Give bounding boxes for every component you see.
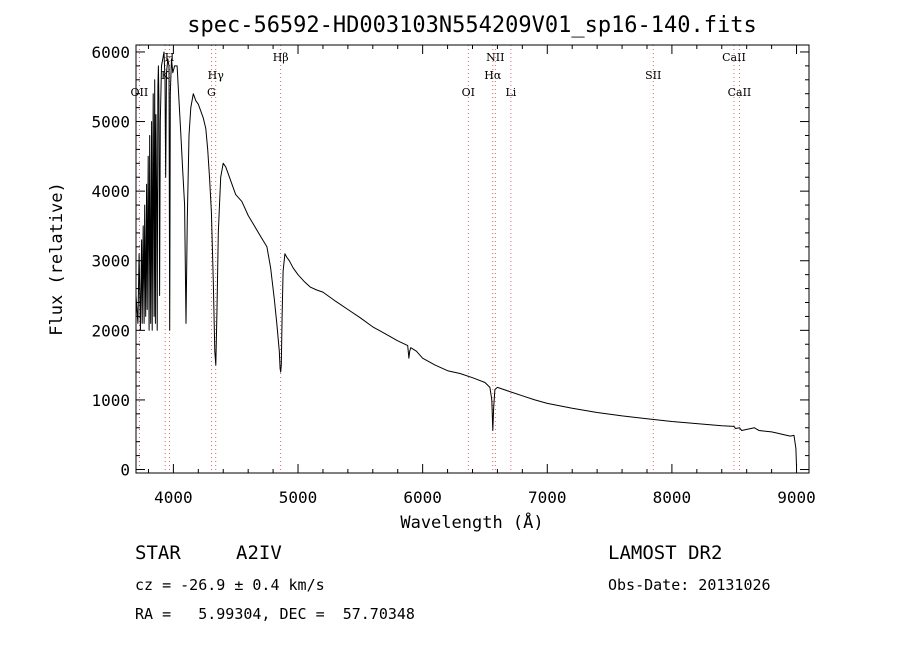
y-tick-label-3000: 3000 (91, 252, 130, 271)
survey-name: LAMOST DR2 (608, 542, 723, 564)
plot-frame (135, 44, 810, 474)
observation-date: Obs-Date: 20131026 (608, 576, 771, 594)
y-tick-label-5000: 5000 (91, 113, 130, 132)
redshift-cz: cz = -26.9 ± 0.4 km/s (135, 576, 325, 594)
y-tick-label-0: 0 (120, 461, 130, 480)
x-tick-label-7000: 7000 (528, 488, 567, 507)
line-label-3: Hγ (208, 69, 225, 82)
line-label-0: OII (131, 86, 149, 99)
x-axis-label: Wavelength (Å) (400, 511, 543, 533)
spectral-class: A2IV (236, 542, 282, 564)
line-label-2: H (165, 51, 175, 64)
line-label-11: CaII (722, 51, 746, 64)
line-label-6: OI (462, 86, 475, 99)
line-label-12: CaII (728, 86, 752, 99)
line-label-8: Hα (484, 69, 502, 82)
x-tick-label-6000: 6000 (403, 488, 442, 507)
object-type: STAR (135, 542, 181, 564)
line-label-5: Hβ (273, 51, 289, 64)
spectrum-line-0 (135, 51, 797, 467)
y-tick-label-4000: 4000 (91, 182, 130, 201)
x-axis: 4000 5000 6000 7000 8000 9000 (147, 45, 816, 507)
y-axis-label: Flux (relative) (47, 182, 67, 336)
y-tick-label-2000: 2000 (91, 321, 130, 340)
x-tick-label-5000: 5000 (279, 488, 318, 507)
coordinates: RA = 5.99304, DEC = 57.70348 (135, 605, 415, 623)
line-label-7: NII (486, 51, 504, 64)
y-tick-label-6000: 6000 (91, 43, 130, 62)
line-label-1: K (161, 69, 170, 82)
y-tick-label-1000: 1000 (91, 391, 130, 410)
chart-title: spec-56592-HD003103N554209V01_sp16-140.f… (187, 13, 757, 38)
line-label-10: SII (645, 69, 661, 82)
line-label-9: Li (505, 86, 516, 99)
x-tick-label-8000: 8000 (653, 488, 692, 507)
spectrum-series (135, 51, 797, 467)
line-label-4: G (207, 86, 216, 99)
x-tick-label-9000: 9000 (777, 488, 816, 507)
x-tick-label-4000: 4000 (154, 488, 193, 507)
y-axis: 0 1000 2000 3000 4000 5000 6000 (91, 43, 809, 480)
